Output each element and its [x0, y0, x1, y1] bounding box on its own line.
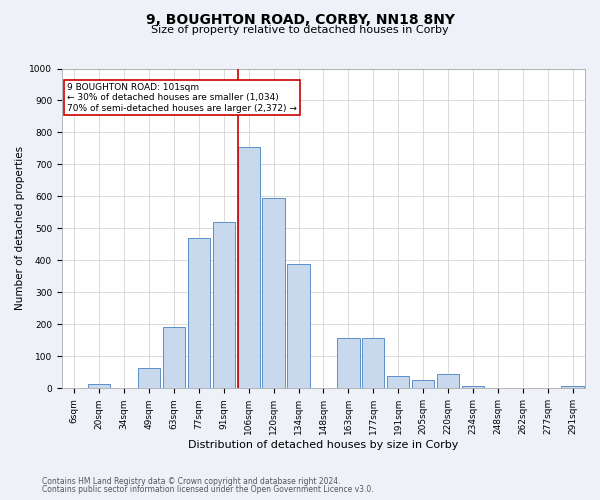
X-axis label: Distribution of detached houses by size in Corby: Distribution of detached houses by size …	[188, 440, 458, 450]
Bar	[138, 368, 160, 388]
Bar	[188, 238, 210, 388]
Text: Size of property relative to detached houses in Corby: Size of property relative to detached ho…	[151, 25, 449, 35]
Bar	[212, 222, 235, 388]
Bar	[562, 386, 584, 388]
Bar	[412, 380, 434, 388]
Bar	[337, 338, 359, 388]
Bar	[461, 386, 484, 388]
Bar	[362, 338, 385, 388]
Text: Contains public sector information licensed under the Open Government Licence v3: Contains public sector information licen…	[42, 485, 374, 494]
Bar	[437, 374, 459, 388]
Bar	[387, 376, 409, 388]
Text: 9, BOUGHTON ROAD, CORBY, NN18 8NY: 9, BOUGHTON ROAD, CORBY, NN18 8NY	[146, 12, 455, 26]
Bar	[238, 147, 260, 388]
Bar	[262, 198, 285, 388]
Text: 9 BOUGHTON ROAD: 101sqm
← 30% of detached houses are smaller (1,034)
70% of semi: 9 BOUGHTON ROAD: 101sqm ← 30% of detache…	[67, 83, 297, 112]
Y-axis label: Number of detached properties: Number of detached properties	[15, 146, 25, 310]
Bar	[88, 384, 110, 388]
Bar	[287, 264, 310, 388]
Text: Contains HM Land Registry data © Crown copyright and database right 2024.: Contains HM Land Registry data © Crown c…	[42, 477, 341, 486]
Bar	[163, 326, 185, 388]
